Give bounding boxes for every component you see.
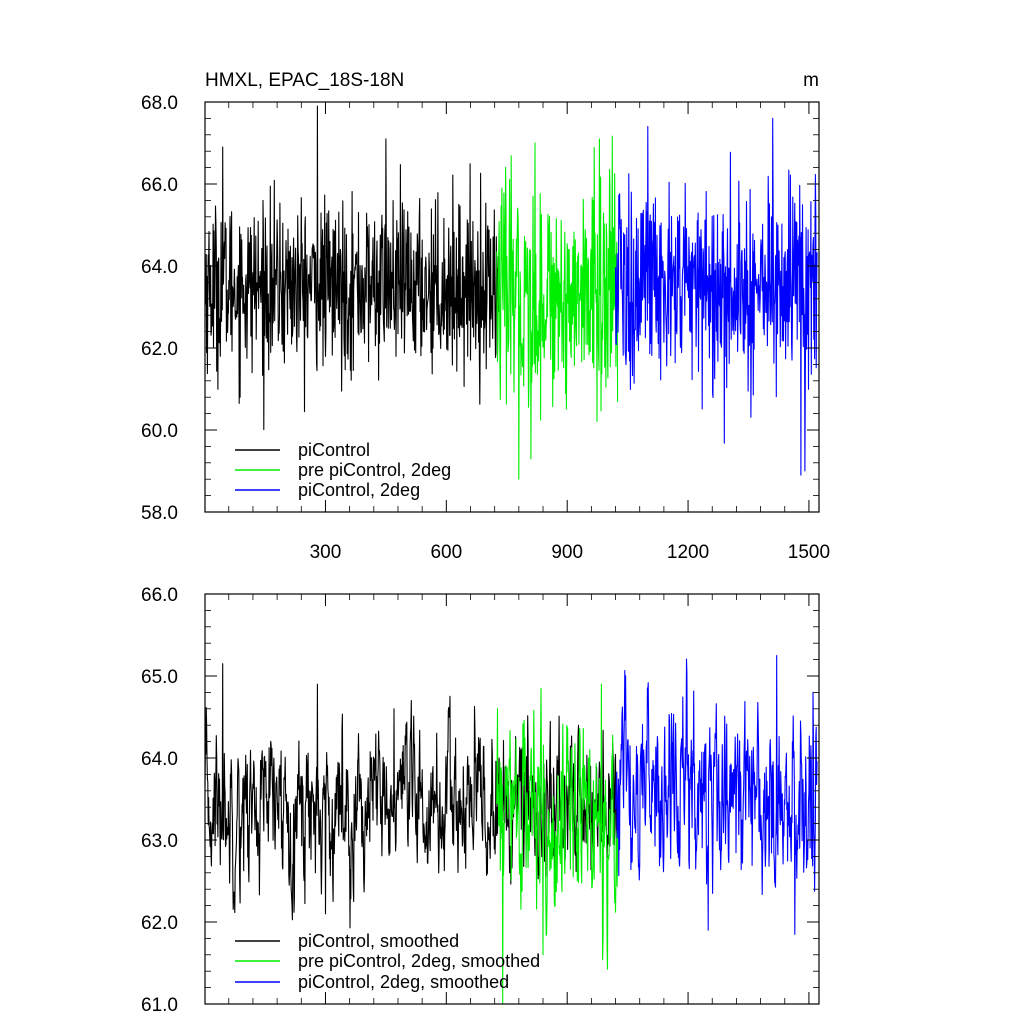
series-line-0-2	[614, 117, 818, 476]
y-tick-label: 65.0	[141, 667, 178, 688]
y-tick-label: 66.0	[141, 175, 178, 196]
bottom-plot-frame	[204, 593, 820, 1005]
y-tick-label: 68.0	[141, 93, 178, 114]
legend-label: pre piControl, 2deg, smoothed	[298, 951, 540, 971]
y-tick-label: 60.0	[141, 421, 178, 442]
bottom-axis-ticks: 61.0 62.0 63.0 64.0 65.0 66.0	[141, 585, 819, 1016]
y-tick-label: 63.0	[141, 831, 178, 852]
y-tick-label: 61.0	[141, 995, 178, 1016]
top-series-lines	[204, 105, 818, 480]
series-line-0-0	[204, 105, 500, 431]
y-tick-label: 64.0	[141, 257, 178, 278]
bottom-panel: 61.0 62.0 63.0 64.0 65.0 66.0 piControl, smoo…	[141, 585, 820, 1016]
top-chart-title: HMXL, EPAC_18S-18N	[205, 70, 404, 91]
series-line-1-2	[614, 654, 818, 935]
y-tick-label: 62.0	[141, 913, 178, 934]
x-tick-label: 300	[310, 542, 342, 563]
top-axis-ticks: 300 600 900 1200 1500 58.0 60.0 62.0 64.0 66.0 68.…	[141, 93, 830, 563]
legend-label: piControl	[298, 440, 370, 460]
y-tick-label: 58.0	[141, 503, 178, 524]
legend-label: pre piControl, 2deg	[298, 460, 451, 480]
y-tick-label: 64.0	[141, 749, 178, 770]
x-tick-label: 1500	[788, 542, 830, 563]
legend-label: piControl, 2deg, smoothed	[298, 972, 509, 992]
series-line-0-1	[496, 135, 619, 480]
x-tick-label: 900	[551, 542, 583, 563]
top-units-label: m	[803, 70, 819, 91]
x-tick-label: 1200	[667, 542, 709, 563]
y-tick-label: 66.0	[141, 585, 178, 606]
legend-label: piControl, smoothed	[298, 931, 459, 951]
legend-label: piControl, 2deg	[298, 480, 420, 500]
y-tick-label: 62.0	[141, 339, 178, 360]
top-plot-frame	[204, 101, 820, 513]
x-tick-label: 600	[430, 542, 462, 563]
bottom-series-lines	[204, 654, 818, 1005]
top-panel: 300 600 900 1200 1500 58.0 60.0 62.0 64.0 66.0 68.…	[141, 70, 830, 563]
series-line-1-1	[496, 683, 619, 1005]
